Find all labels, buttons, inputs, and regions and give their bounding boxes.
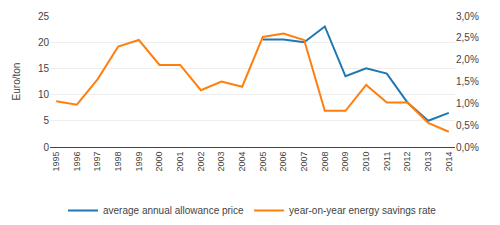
svg-text:25: 25 bbox=[38, 11, 50, 22]
svg-text:2004: 2004 bbox=[237, 152, 247, 172]
svg-text:2002: 2002 bbox=[196, 152, 206, 172]
svg-text:20: 20 bbox=[38, 37, 50, 48]
svg-text:1,0%: 1,0% bbox=[456, 98, 479, 109]
svg-text:1996: 1996 bbox=[72, 152, 82, 172]
svg-text:3,0%: 3,0% bbox=[456, 11, 479, 22]
svg-text:2000: 2000 bbox=[154, 152, 164, 172]
svg-text:5: 5 bbox=[43, 115, 49, 126]
svg-text:2013: 2013 bbox=[423, 152, 433, 172]
svg-text:0,0%: 0,0% bbox=[456, 142, 479, 153]
svg-text:10: 10 bbox=[38, 89, 50, 100]
svg-text:2010: 2010 bbox=[361, 152, 371, 172]
svg-text:2008: 2008 bbox=[320, 152, 330, 172]
svg-text:year-on-year energy savings ra: year-on-year energy savings rate bbox=[289, 205, 436, 216]
svg-text:average annual allowance price: average annual allowance price bbox=[103, 205, 244, 216]
svg-text:Euro/ton: Euro/ton bbox=[11, 63, 22, 101]
svg-text:2,0%: 2,0% bbox=[456, 54, 479, 65]
svg-text:1997: 1997 bbox=[92, 152, 102, 172]
svg-text:15: 15 bbox=[38, 63, 50, 74]
svg-text:2,5%: 2,5% bbox=[456, 32, 479, 43]
svg-text:2014: 2014 bbox=[444, 152, 454, 172]
svg-text:0: 0 bbox=[43, 142, 49, 153]
svg-text:2012: 2012 bbox=[402, 152, 412, 172]
svg-text:2005: 2005 bbox=[258, 152, 268, 172]
svg-text:0,5%: 0,5% bbox=[456, 120, 479, 131]
svg-text:2011: 2011 bbox=[382, 152, 392, 171]
svg-text:2001: 2001 bbox=[175, 152, 185, 172]
svg-text:2006: 2006 bbox=[278, 152, 288, 172]
svg-text:1995: 1995 bbox=[51, 152, 61, 172]
svg-text:1999: 1999 bbox=[134, 152, 144, 172]
svg-text:1,5%: 1,5% bbox=[456, 76, 479, 87]
svg-text:1998: 1998 bbox=[113, 152, 123, 172]
svg-text:2009: 2009 bbox=[340, 152, 350, 172]
svg-text:2003: 2003 bbox=[216, 152, 226, 172]
svg-text:2007: 2007 bbox=[299, 152, 309, 172]
